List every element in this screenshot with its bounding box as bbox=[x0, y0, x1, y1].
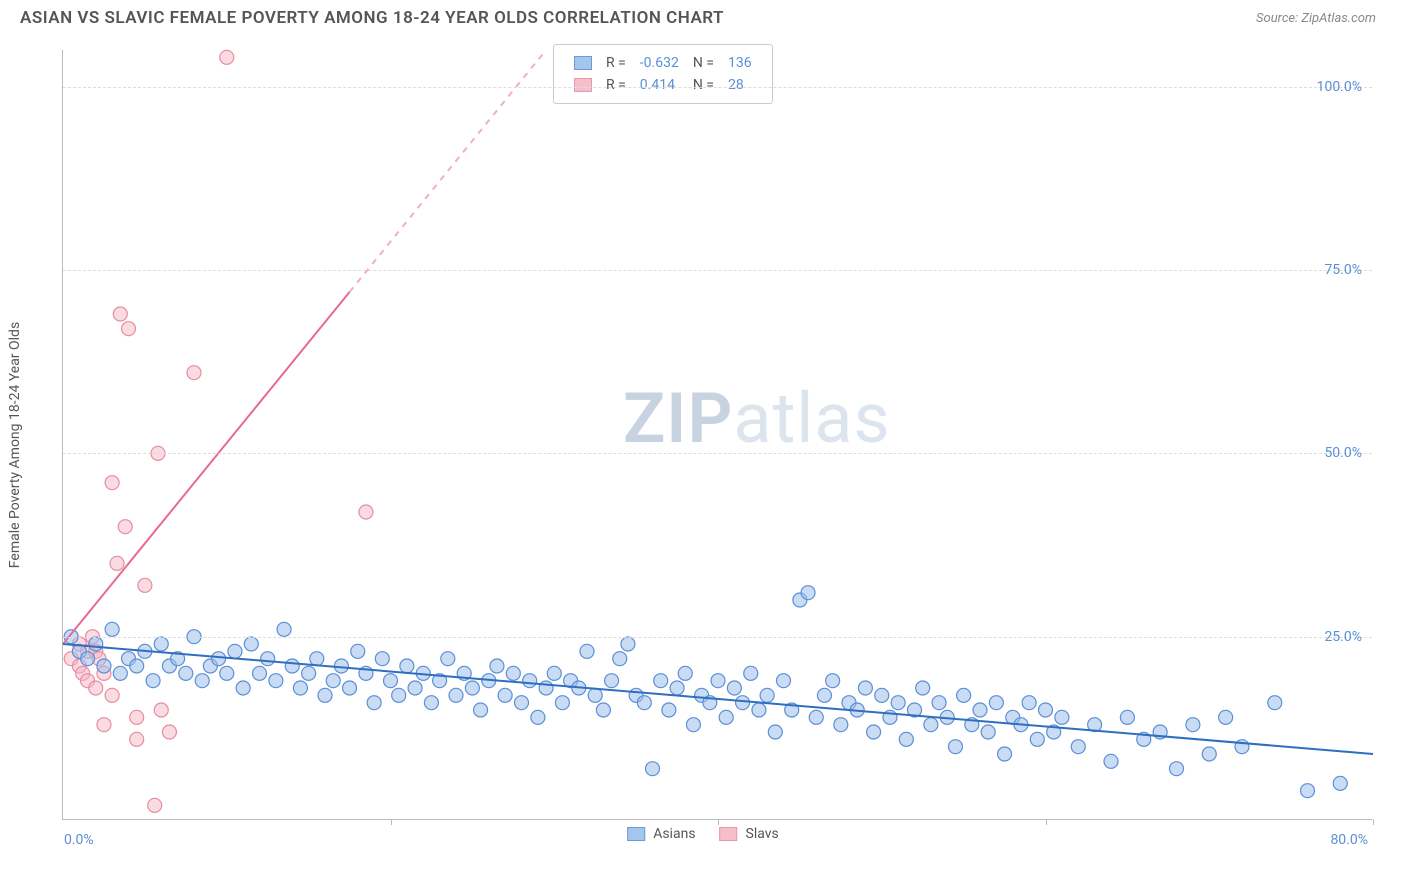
legend-item-asians: Asians bbox=[627, 826, 695, 842]
chart-container: Female Poverty Among 18-24 Year Olds ZIP… bbox=[20, 40, 1386, 850]
slavs-n-value: 28 bbox=[722, 75, 758, 95]
stats-row-slavs: R = 0.414 N = 28 bbox=[568, 75, 758, 95]
swatch-slavs-icon bbox=[574, 78, 592, 92]
asians-n-value: 136 bbox=[722, 53, 758, 73]
slavs-r-value: 0.414 bbox=[634, 75, 685, 95]
r-label: R = bbox=[600, 53, 632, 73]
stats-legend: R = -0.632 N = 136 R = 0.414 N = 28 bbox=[553, 44, 773, 104]
source-attribution: Source: ZipAtlas.com bbox=[1256, 11, 1376, 26]
n-label: N = bbox=[687, 53, 720, 73]
swatch-asians-icon bbox=[627, 827, 645, 841]
stats-row-asians: R = -0.632 N = 136 bbox=[568, 53, 758, 73]
plot-area: ZIPatlas R = -0.632 N = 136 R = 0.414 N … bbox=[62, 50, 1372, 820]
n-label: N = bbox=[687, 75, 720, 95]
y-tick-label: 25.0% bbox=[1324, 629, 1362, 645]
x-max-label: 80.0% bbox=[1330, 832, 1368, 848]
legend-label-asians: Asians bbox=[653, 826, 695, 842]
chart-title: ASIAN VS SLAVIC FEMALE POVERTY AMONG 18-… bbox=[20, 8, 724, 28]
asians-r-value: -0.632 bbox=[634, 53, 685, 73]
scatter-svg bbox=[63, 50, 1372, 819]
legend-label-slavs: Slavs bbox=[746, 826, 779, 842]
y-tick-label: 75.0% bbox=[1324, 262, 1362, 278]
x-min-label: 0.0% bbox=[64, 832, 94, 848]
y-tick-label: 100.0% bbox=[1317, 79, 1362, 95]
y-axis-label: Female Poverty Among 18-24 Year Olds bbox=[7, 322, 23, 568]
y-tick-label: 50.0% bbox=[1324, 445, 1362, 461]
swatch-slavs-icon bbox=[720, 827, 738, 841]
swatch-asians-icon bbox=[574, 56, 592, 70]
legend-item-slavs: Slavs bbox=[720, 826, 779, 842]
series-legend: Asians Slavs bbox=[627, 826, 779, 842]
r-label: R = bbox=[600, 75, 632, 95]
